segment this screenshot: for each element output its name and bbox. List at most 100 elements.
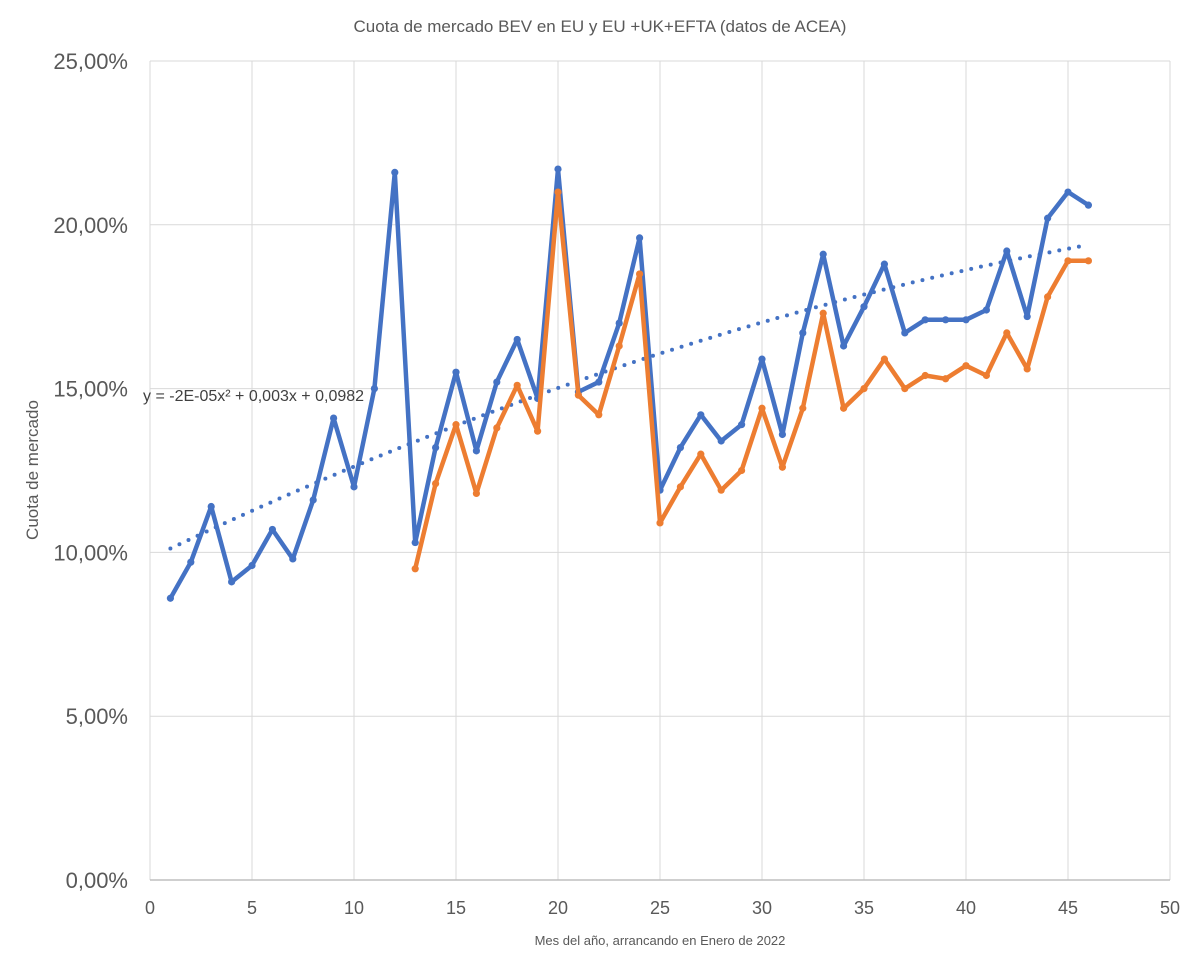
data-point-series-1	[1044, 214, 1052, 222]
data-point-series-2	[942, 375, 950, 383]
data-point-series-1	[166, 594, 174, 602]
data-point-series-1	[738, 421, 746, 429]
series-line-1	[168, 166, 1091, 601]
data-point-series-1	[615, 319, 623, 327]
y-tick-label: 10,00%	[53, 540, 128, 565]
data-point-series-1	[554, 165, 562, 173]
data-point-series-2	[819, 309, 827, 317]
data-point-series-1	[187, 558, 195, 566]
data-point-series-1	[1003, 247, 1011, 255]
data-point-series-1	[432, 443, 440, 452]
data-point-series-1	[1084, 201, 1092, 209]
data-point-series-1	[697, 411, 705, 419]
y-axis-title: Cuota de mercado	[23, 400, 42, 540]
data-point-series-2	[554, 188, 562, 196]
x-tick-label: 35	[854, 898, 874, 918]
y-tick-label: 25,00%	[53, 49, 128, 74]
data-point-series-2	[1023, 365, 1031, 373]
data-point-series-1	[268, 525, 276, 534]
data-point-series-2	[962, 362, 970, 370]
data-point-series-1	[228, 578, 236, 586]
data-point-series-1	[207, 502, 215, 511]
data-point-series-1	[840, 342, 848, 350]
data-point-series-2	[595, 411, 603, 419]
x-tick-label: 50	[1160, 898, 1180, 918]
data-point-series-1	[942, 316, 950, 324]
data-point-series-2	[1044, 293, 1052, 301]
x-tick-label: 20	[548, 898, 568, 918]
data-point-series-1	[799, 329, 807, 337]
data-point-series-2	[901, 385, 909, 393]
data-point-series-2	[778, 463, 787, 471]
x-tick-label: 15	[446, 898, 466, 918]
data-point-series-2	[676, 483, 685, 491]
y-tick-label: 20,00%	[53, 213, 128, 238]
data-point-series-1	[289, 555, 297, 563]
x-tick-label: 30	[752, 898, 772, 918]
data-point-series-2	[513, 381, 521, 389]
data-point-series-1	[717, 437, 725, 445]
data-point-series-1	[248, 561, 256, 570]
data-point-series-2	[982, 371, 991, 380]
data-point-series-1	[411, 538, 419, 547]
data-point-series-2	[921, 371, 929, 380]
data-point-series-1	[636, 234, 644, 242]
data-point-series-2	[717, 486, 725, 494]
x-tick-label: 45	[1058, 898, 1078, 918]
data-point-series-1	[309, 496, 317, 504]
labels: Cuota de mercado BEV en EU y EU +UK+EFTA…	[23, 17, 846, 948]
data-point-series-2	[411, 565, 419, 573]
data-point-series-2	[758, 404, 766, 412]
data-point-series-1	[370, 385, 378, 393]
x-tick-label: 0	[145, 898, 155, 918]
data-point-series-1	[921, 316, 929, 324]
chart-title: Cuota de mercado BEV en EU y EU +UK+EFTA…	[354, 17, 847, 36]
y-tick-label: 15,00%	[53, 377, 128, 402]
y-tick-label: 0,00%	[66, 868, 128, 893]
data-point-series-2	[697, 450, 705, 458]
data-point-series-2	[534, 427, 542, 435]
data-point-series-2	[636, 270, 644, 278]
data-point-series-1	[493, 378, 501, 386]
data-point-series-1	[595, 378, 603, 386]
data-point-series-1	[778, 430, 787, 439]
data-point-series-1	[962, 316, 970, 324]
data-point-series-2	[493, 424, 501, 432]
data-point-series-1	[1023, 312, 1031, 321]
x-tick-label: 10	[344, 898, 364, 918]
data-point-series-2	[432, 480, 440, 488]
data-point-series-2	[799, 404, 807, 412]
data-point-series-1	[676, 443, 685, 452]
data-point-series-2	[615, 342, 623, 350]
data-point-series-1	[472, 447, 480, 455]
data-point-series-1	[330, 414, 338, 422]
data-point-series-1	[901, 329, 909, 337]
x-tick-label: 40	[956, 898, 976, 918]
data-point-series-1	[350, 483, 358, 491]
data-point-series-2	[860, 385, 868, 393]
data-point-series-1	[758, 355, 766, 363]
data-point-series-2	[840, 404, 848, 412]
data-point-series-1	[1064, 188, 1072, 196]
data-point-series-1	[880, 260, 889, 268]
x-tick-label: 25	[650, 898, 670, 918]
data-point-series-2	[656, 519, 664, 527]
data-point-series-2	[472, 489, 480, 498]
data-point-series-2	[880, 355, 889, 363]
data-point-series-2	[452, 421, 460, 429]
data-point-series-1	[982, 306, 991, 314]
series-line-2	[412, 189, 1091, 572]
data-point-series-2	[1064, 257, 1072, 265]
y-tick-label: 5,00%	[66, 704, 128, 729]
data-point-series-2	[574, 391, 583, 399]
axes: 0 5 10 15 20 25 30 35 40 45 50 0,00% 5,00% 10,00% 15,0…	[53, 49, 1180, 918]
data-point-series-1	[391, 168, 399, 176]
trendline-equation: y = -2E-05x² + 0,003x + 0,0982	[143, 388, 364, 405]
data-point-series-1	[513, 335, 521, 344]
data-point-series-1	[452, 368, 460, 376]
x-tick-label: 5	[247, 898, 257, 918]
data-point-series-1	[860, 303, 868, 311]
data-point-series-2	[738, 466, 746, 475]
data-point-series-1	[819, 250, 827, 258]
